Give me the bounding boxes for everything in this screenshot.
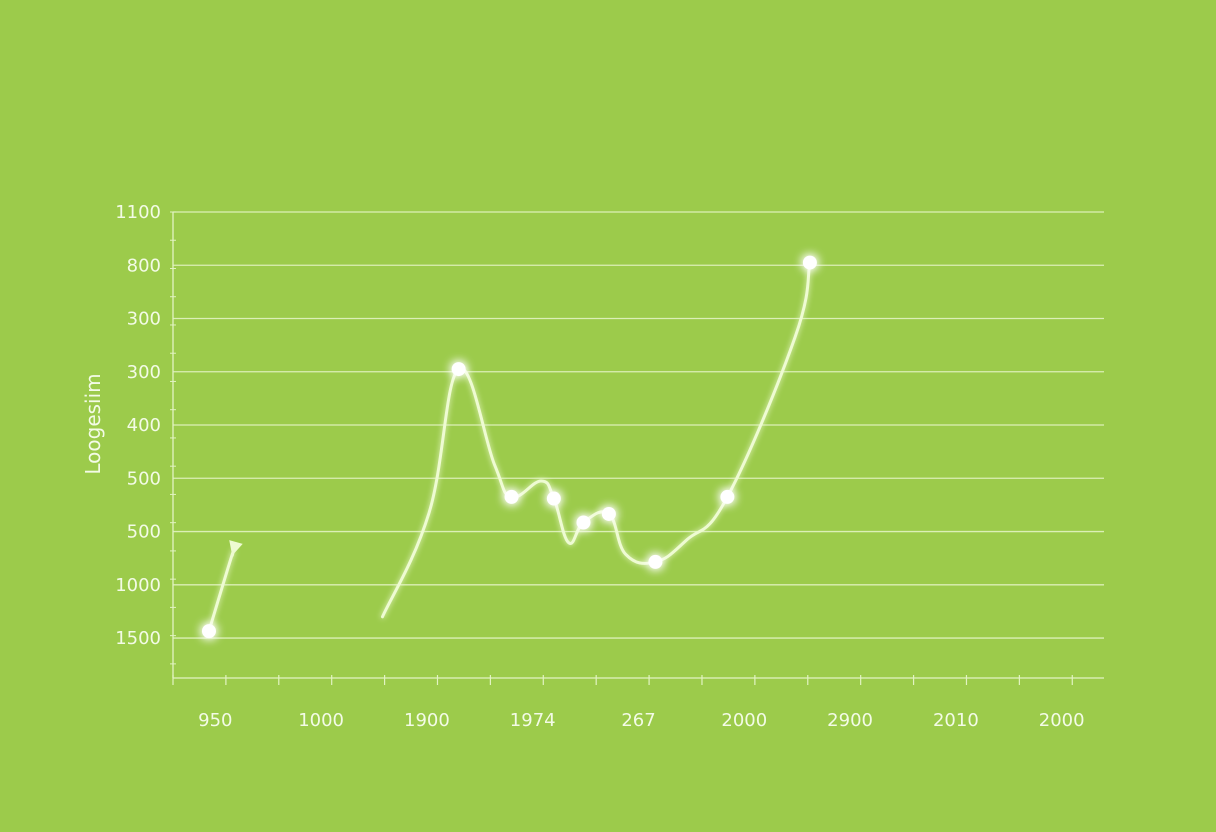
x-tick-label: 267 xyxy=(621,710,655,731)
data-point xyxy=(601,506,616,521)
y-tick-label: 1000 xyxy=(115,575,161,596)
data-point xyxy=(504,489,519,504)
data-point xyxy=(546,491,561,506)
data-point xyxy=(201,624,216,639)
data-point xyxy=(802,255,817,270)
x-tick-label: 2000 xyxy=(1039,710,1085,731)
y-tick-label: 500 xyxy=(127,468,161,489)
grid-lines xyxy=(173,211,1104,639)
x-tick-label: 1974 xyxy=(510,710,556,731)
data-point xyxy=(648,554,663,569)
series-line xyxy=(380,261,812,619)
series-line xyxy=(207,549,235,633)
y-tick-label: 400 xyxy=(127,415,161,436)
y-tick-label: 1100 xyxy=(115,202,161,223)
y-tick-label: 500 xyxy=(127,522,161,543)
arrow-head xyxy=(229,540,243,556)
axes xyxy=(170,211,1104,685)
x-tick-label: 1900 xyxy=(404,710,450,731)
data-point xyxy=(451,362,466,377)
data-point xyxy=(576,515,591,530)
y-tick-label: 800 xyxy=(127,255,161,276)
x-tick-label: 950 xyxy=(198,710,232,731)
x-tick-label: 2000 xyxy=(721,710,767,731)
data-point xyxy=(720,489,735,504)
y-tick-label: 300 xyxy=(127,309,161,330)
x-tick-label: 1000 xyxy=(298,710,344,731)
y-tick-label: 300 xyxy=(127,362,161,383)
data-markers xyxy=(201,255,817,639)
x-tick-label: 2010 xyxy=(933,710,979,731)
x-tick-label: 2900 xyxy=(827,710,873,731)
x-tick-labels: 950 1000 1900 1974 267 2000 2900 2010 2000 xyxy=(198,710,1084,731)
y-axis-label: Loogesiim xyxy=(81,373,105,474)
y-tick-labels: 1100 800 300 300 400 500 500 1000 1500 xyxy=(115,202,161,649)
y-tick-label: 1500 xyxy=(115,628,161,649)
